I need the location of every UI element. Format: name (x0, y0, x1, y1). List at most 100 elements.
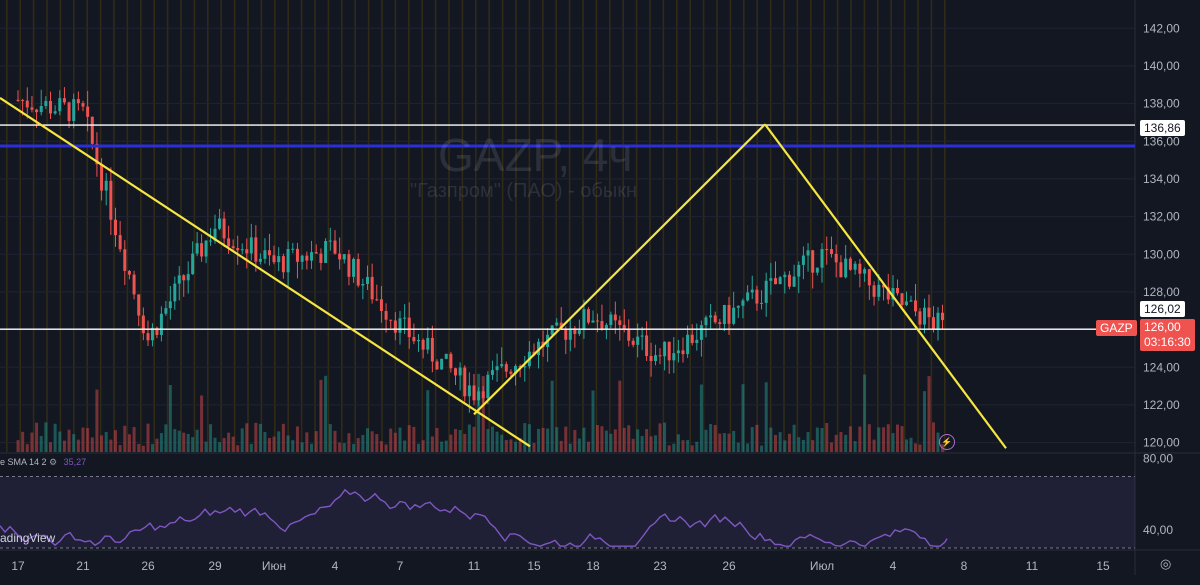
candle-body (900, 293, 904, 305)
candle-body (695, 339, 699, 344)
candle-body (104, 180, 108, 191)
candle-body (792, 276, 796, 287)
candle-body (787, 274, 791, 287)
y-tick-label: 140,00 (1143, 59, 1180, 73)
volume-bar (286, 435, 290, 452)
session-stripe (86, 0, 88, 452)
candle-body (379, 299, 383, 312)
volume-bar (905, 439, 908, 452)
volume-bar (182, 432, 186, 452)
volume-bar (267, 437, 271, 452)
candle-body (352, 258, 356, 277)
session-stripe (32, 0, 35, 452)
candle-body (774, 278, 777, 285)
volume-bar (863, 374, 867, 452)
session-stripe (635, 0, 638, 452)
volume-bar (440, 441, 444, 452)
x-tick-label: 11 (1026, 559, 1039, 573)
goto-realtime-icon[interactable]: ◎ (1160, 556, 1172, 571)
volume-bar (159, 433, 163, 452)
rsi-line (0, 488, 948, 547)
candle-body (604, 324, 608, 330)
candle-body (67, 102, 71, 121)
alert-icon[interactable]: ⚡ (939, 434, 955, 450)
session-stripe (689, 0, 691, 452)
session-stripe (421, 0, 423, 452)
rsi-legend[interactable]: e SMA 14 2 ⚙ 35,27 (0, 457, 86, 468)
volume-bar (200, 395, 204, 452)
candle-body (709, 315, 713, 318)
volume-bar (829, 442, 833, 452)
candle-body (444, 353, 448, 359)
session-stripe (6, 0, 8, 452)
candle-body (421, 339, 425, 350)
volume-bar (449, 434, 453, 452)
volume-bar (352, 444, 356, 452)
candle-body (384, 311, 388, 320)
volume-bar (30, 432, 34, 452)
candle-body (398, 318, 402, 333)
candle-body (114, 219, 117, 236)
volume-bar (141, 445, 145, 452)
candle-body (500, 364, 504, 367)
volume-bar (518, 438, 522, 452)
candle-body (829, 249, 833, 254)
candle-body (430, 337, 434, 362)
candle-body (44, 100, 48, 106)
candle-body (90, 116, 94, 144)
volume-bar (356, 438, 360, 452)
volume-bar (49, 442, 52, 452)
candle-body (277, 256, 281, 263)
company-watermark: "Газпром" (ПАО) - обыкн (410, 180, 638, 202)
current-price-label: 126,00 03:16:30 (1140, 319, 1195, 351)
volume-bar (618, 380, 622, 452)
session-stripe (595, 0, 598, 452)
candle-body (195, 243, 199, 254)
volume-bar (67, 429, 71, 452)
volume-bar (722, 432, 726, 452)
candle-body (213, 228, 217, 241)
session-stripe (582, 0, 584, 452)
volume-bar (407, 425, 411, 452)
volume-bar (137, 443, 141, 452)
candle-body (844, 258, 848, 278)
session-stripe (126, 0, 129, 452)
candle-body (863, 269, 867, 274)
session-stripe (314, 0, 316, 452)
x-tick-label: 4 (890, 559, 897, 573)
volume-bar (305, 432, 309, 452)
volume-bar (690, 445, 694, 452)
volume-bar (681, 440, 685, 452)
volume-bar (699, 384, 703, 452)
volume-bar (72, 434, 76, 452)
settings-icon[interactable]: ⚙ (49, 457, 58, 467)
y-tick-label: 130,00 (1143, 247, 1180, 261)
session-stripe (300, 0, 303, 452)
candle-body (236, 248, 240, 251)
candle-body (783, 274, 787, 278)
session-stripe (220, 0, 222, 452)
candle-body (645, 335, 649, 357)
candle-body (622, 324, 626, 330)
candle-body (141, 315, 145, 334)
volume-bar (412, 426, 416, 452)
volume-bar (231, 436, 235, 452)
candle-body (272, 255, 276, 263)
candle-body (109, 180, 113, 220)
volume-bar (622, 427, 626, 452)
x-tick-label: 15 (1096, 559, 1110, 573)
volume-bar (736, 442, 740, 452)
volume-bar (398, 427, 402, 452)
candle-body (389, 319, 393, 321)
volume-bar (195, 429, 199, 452)
y-tick-label: 142,00 (1143, 21, 1180, 35)
candle-body (118, 235, 122, 250)
volume-bar (249, 443, 253, 452)
session-stripe (207, 0, 209, 452)
session-stripe (434, 0, 437, 452)
countdown: 03:16:30 (1144, 335, 1191, 349)
volume-bar (932, 422, 935, 452)
volume-bar (472, 426, 476, 452)
candle-body (249, 237, 253, 254)
